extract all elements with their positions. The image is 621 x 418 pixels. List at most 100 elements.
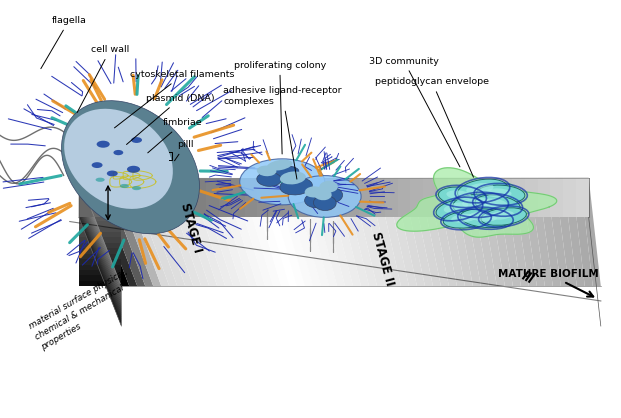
Polygon shape: [181, 178, 194, 217]
Polygon shape: [393, 178, 425, 286]
Polygon shape: [79, 178, 121, 326]
Ellipse shape: [314, 195, 336, 210]
Polygon shape: [79, 248, 121, 254]
Polygon shape: [79, 191, 121, 302]
Polygon shape: [79, 214, 121, 324]
Polygon shape: [232, 178, 273, 286]
Polygon shape: [79, 216, 121, 221]
Polygon shape: [376, 178, 409, 286]
Polygon shape: [296, 178, 308, 217]
Polygon shape: [580, 178, 601, 286]
Polygon shape: [274, 178, 313, 286]
Ellipse shape: [489, 211, 514, 220]
Ellipse shape: [240, 159, 325, 205]
Polygon shape: [79, 215, 121, 326]
Polygon shape: [538, 178, 561, 286]
Text: plasmid (DNA): plasmid (DNA): [127, 94, 214, 145]
Polygon shape: [173, 178, 217, 286]
Ellipse shape: [92, 162, 102, 168]
Polygon shape: [576, 178, 589, 217]
Ellipse shape: [305, 186, 324, 197]
Polygon shape: [79, 198, 121, 308]
Polygon shape: [79, 221, 121, 227]
Polygon shape: [520, 178, 545, 286]
Polygon shape: [461, 178, 489, 286]
Polygon shape: [487, 178, 499, 217]
Polygon shape: [79, 199, 121, 205]
Polygon shape: [79, 237, 121, 243]
Polygon shape: [308, 178, 321, 217]
Polygon shape: [79, 183, 121, 189]
Polygon shape: [419, 178, 449, 286]
Text: cell wall: cell wall: [77, 45, 129, 112]
Ellipse shape: [64, 109, 173, 209]
Polygon shape: [79, 178, 121, 183]
Polygon shape: [206, 178, 249, 286]
Ellipse shape: [305, 193, 328, 208]
Polygon shape: [79, 194, 121, 199]
Polygon shape: [474, 178, 487, 217]
Polygon shape: [436, 178, 448, 217]
Text: adhesive ligand-receptor
complexes: adhesive ligand-receptor complexes: [224, 86, 342, 179]
Polygon shape: [525, 178, 538, 217]
Text: MATURE BIOFILM: MATURE BIOFILM: [497, 269, 599, 297]
Ellipse shape: [267, 160, 292, 171]
Ellipse shape: [438, 187, 484, 206]
Polygon shape: [181, 178, 225, 286]
Polygon shape: [168, 178, 181, 217]
Polygon shape: [164, 178, 209, 286]
Polygon shape: [79, 196, 121, 306]
Polygon shape: [257, 178, 297, 286]
Polygon shape: [397, 178, 410, 217]
Polygon shape: [351, 178, 385, 286]
Polygon shape: [147, 178, 193, 286]
Polygon shape: [360, 178, 372, 217]
Polygon shape: [79, 205, 121, 210]
Polygon shape: [79, 207, 121, 318]
Polygon shape: [529, 178, 553, 286]
Text: STAGE I: STAGE I: [178, 201, 204, 254]
Ellipse shape: [469, 212, 497, 222]
Ellipse shape: [451, 214, 476, 222]
Polygon shape: [283, 178, 296, 217]
Polygon shape: [563, 178, 585, 286]
Polygon shape: [79, 181, 121, 292]
Ellipse shape: [266, 166, 299, 181]
Polygon shape: [206, 178, 219, 217]
Polygon shape: [495, 178, 521, 286]
Polygon shape: [453, 178, 481, 286]
Polygon shape: [79, 199, 121, 310]
Polygon shape: [410, 178, 423, 217]
Ellipse shape: [466, 183, 494, 194]
Polygon shape: [325, 178, 361, 286]
Ellipse shape: [446, 190, 471, 200]
Polygon shape: [113, 178, 161, 286]
Polygon shape: [385, 178, 417, 286]
Polygon shape: [79, 265, 121, 270]
Ellipse shape: [453, 194, 506, 216]
Polygon shape: [423, 178, 436, 217]
Ellipse shape: [127, 166, 140, 173]
Polygon shape: [308, 178, 345, 286]
Ellipse shape: [436, 199, 480, 219]
Polygon shape: [130, 178, 178, 286]
Ellipse shape: [132, 186, 141, 190]
Polygon shape: [79, 212, 121, 322]
Text: proliferating colony: proliferating colony: [233, 61, 326, 154]
Ellipse shape: [319, 181, 338, 193]
Ellipse shape: [97, 141, 110, 148]
Polygon shape: [266, 178, 305, 286]
Ellipse shape: [444, 202, 468, 213]
Polygon shape: [155, 178, 201, 286]
Polygon shape: [397, 168, 557, 237]
Polygon shape: [155, 178, 168, 217]
Ellipse shape: [257, 166, 276, 176]
Polygon shape: [291, 178, 329, 286]
Polygon shape: [79, 180, 121, 290]
Polygon shape: [512, 178, 537, 286]
Text: material surface physical,
chemical & mechanical
properties: material surface physical, chemical & me…: [27, 267, 141, 352]
Polygon shape: [317, 178, 353, 286]
Polygon shape: [79, 206, 121, 316]
Ellipse shape: [443, 211, 489, 228]
Polygon shape: [198, 178, 241, 286]
